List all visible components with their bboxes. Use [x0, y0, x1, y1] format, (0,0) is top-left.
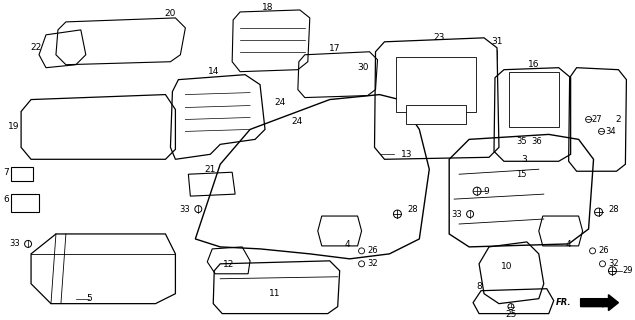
- Text: 28: 28: [608, 204, 619, 213]
- Text: 6: 6: [3, 195, 9, 204]
- Text: 5: 5: [86, 294, 91, 303]
- Text: 7: 7: [3, 168, 9, 177]
- Text: 19: 19: [8, 122, 19, 131]
- Text: 24: 24: [274, 98, 286, 107]
- Text: 23: 23: [434, 33, 445, 42]
- Text: 26: 26: [599, 246, 609, 255]
- Text: 29: 29: [622, 266, 633, 275]
- Bar: [11, 194, 39, 212]
- Text: 22: 22: [30, 43, 42, 52]
- Text: 21: 21: [204, 165, 216, 174]
- Text: 31: 31: [491, 37, 503, 46]
- Polygon shape: [580, 295, 618, 311]
- Text: 14: 14: [208, 67, 219, 76]
- Text: 15: 15: [516, 170, 526, 179]
- Text: 2: 2: [615, 115, 621, 124]
- Text: 4: 4: [345, 240, 351, 249]
- Text: 18: 18: [262, 4, 274, 12]
- Text: 33: 33: [451, 210, 462, 219]
- Text: 35: 35: [516, 137, 527, 146]
- Text: 25: 25: [505, 310, 517, 319]
- Text: 3: 3: [521, 155, 527, 164]
- Bar: [509, 72, 559, 127]
- Text: 11: 11: [269, 289, 281, 298]
- Text: 10: 10: [501, 262, 512, 271]
- Text: 24: 24: [291, 117, 302, 126]
- Text: 33: 33: [10, 239, 20, 248]
- Text: 12: 12: [222, 260, 234, 269]
- Text: 32: 32: [368, 259, 378, 268]
- Text: 34: 34: [605, 127, 616, 136]
- Text: 33: 33: [180, 204, 190, 213]
- Bar: [396, 57, 476, 112]
- Text: 36: 36: [531, 137, 542, 146]
- Text: 9: 9: [483, 187, 489, 196]
- Text: 13: 13: [401, 150, 413, 159]
- Text: 30: 30: [357, 63, 368, 72]
- Text: 26: 26: [368, 246, 378, 255]
- Text: 16: 16: [528, 60, 540, 69]
- Text: 4: 4: [566, 240, 572, 249]
- Text: FR.: FR.: [556, 298, 572, 307]
- Text: 17: 17: [329, 44, 340, 53]
- Bar: [406, 105, 466, 124]
- Text: 20: 20: [164, 9, 176, 19]
- Bar: [11, 167, 33, 181]
- Text: 28: 28: [408, 204, 418, 213]
- Text: 8: 8: [476, 282, 482, 291]
- Text: 27: 27: [591, 115, 602, 124]
- Text: 32: 32: [608, 259, 619, 268]
